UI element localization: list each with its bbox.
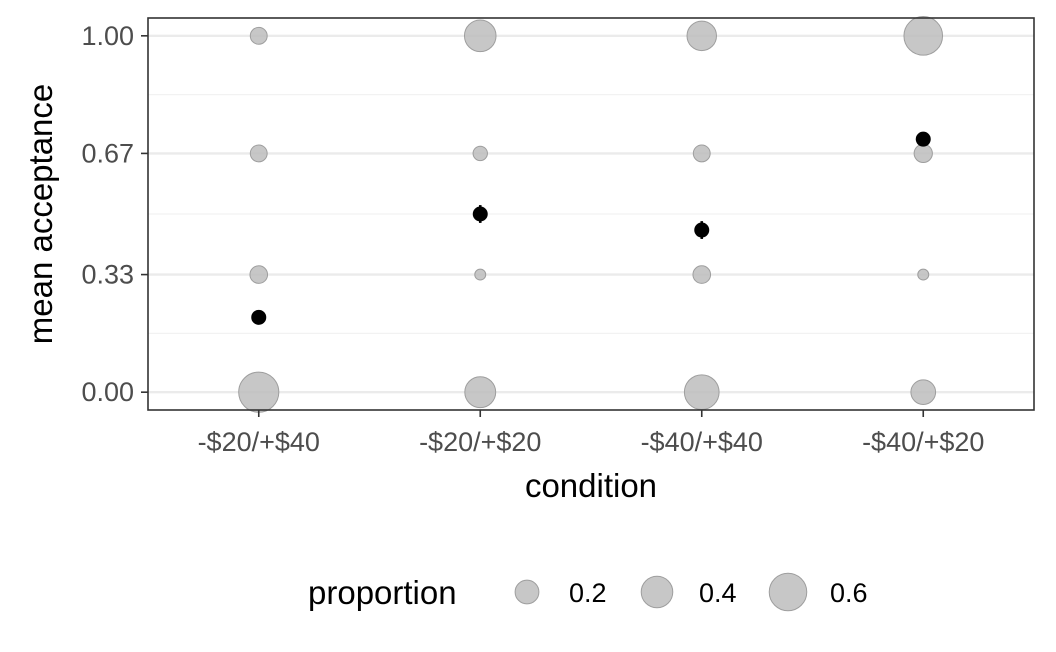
mean-point: [251, 309, 267, 325]
x-tick-label: -$40/+$20: [862, 427, 984, 457]
proportion-point: [683, 374, 720, 411]
proportion-points: [238, 16, 944, 413]
mean-point: [472, 206, 488, 222]
proportion-point: [910, 379, 937, 406]
mean-point: [694, 222, 710, 238]
x-tick-label: -$20/+$20: [419, 427, 541, 457]
proportion-point: [464, 376, 497, 409]
axes: 0.00 0.33 0.67 1.00 -$20/+$40 -$20/+$20 -$40/+…: [81, 21, 984, 457]
x-axis-title: condition: [525, 467, 657, 504]
mean-points: [251, 131, 931, 325]
legend-label: 0.2: [569, 578, 607, 608]
grid-lines: [148, 34, 1034, 394]
x-tick-label: -$20/+$40: [198, 427, 320, 457]
legend-label: 0.4: [699, 578, 737, 608]
proportion-point: [463, 19, 497, 53]
proportion-point: [692, 265, 712, 284]
legend: proportion 0.2 0.4 0.6: [308, 572, 868, 612]
x-tick-label: -$40/+$40: [641, 427, 763, 457]
proportion-point: [472, 145, 488, 162]
y-tick-label: 0.33: [81, 260, 134, 290]
plot-panel-border: [147, 17, 1035, 411]
proportion-point: [249, 26, 268, 45]
proportion-point: [913, 143, 933, 164]
y-tick-label: 0.00: [81, 377, 134, 407]
legend-key: [514, 579, 540, 605]
legend-key: [768, 572, 808, 612]
y-tick-label: 0.67: [81, 138, 134, 168]
proportion-point: [238, 371, 280, 413]
y-tick-label: 1.00: [81, 21, 134, 51]
legend-title: proportion: [308, 574, 457, 611]
proportion-point: [692, 144, 711, 163]
proportion-point: [474, 268, 487, 281]
proportion-point: [686, 20, 717, 52]
proportion-point: [903, 16, 944, 56]
y-axis-title: mean acceptance: [22, 84, 59, 345]
legend-label: 0.6: [830, 578, 868, 608]
proportion-point: [249, 144, 268, 163]
mean-point: [915, 131, 931, 147]
legend-key: [640, 575, 674, 609]
proportion-point: [917, 268, 930, 281]
proportion-point: [249, 265, 269, 284]
